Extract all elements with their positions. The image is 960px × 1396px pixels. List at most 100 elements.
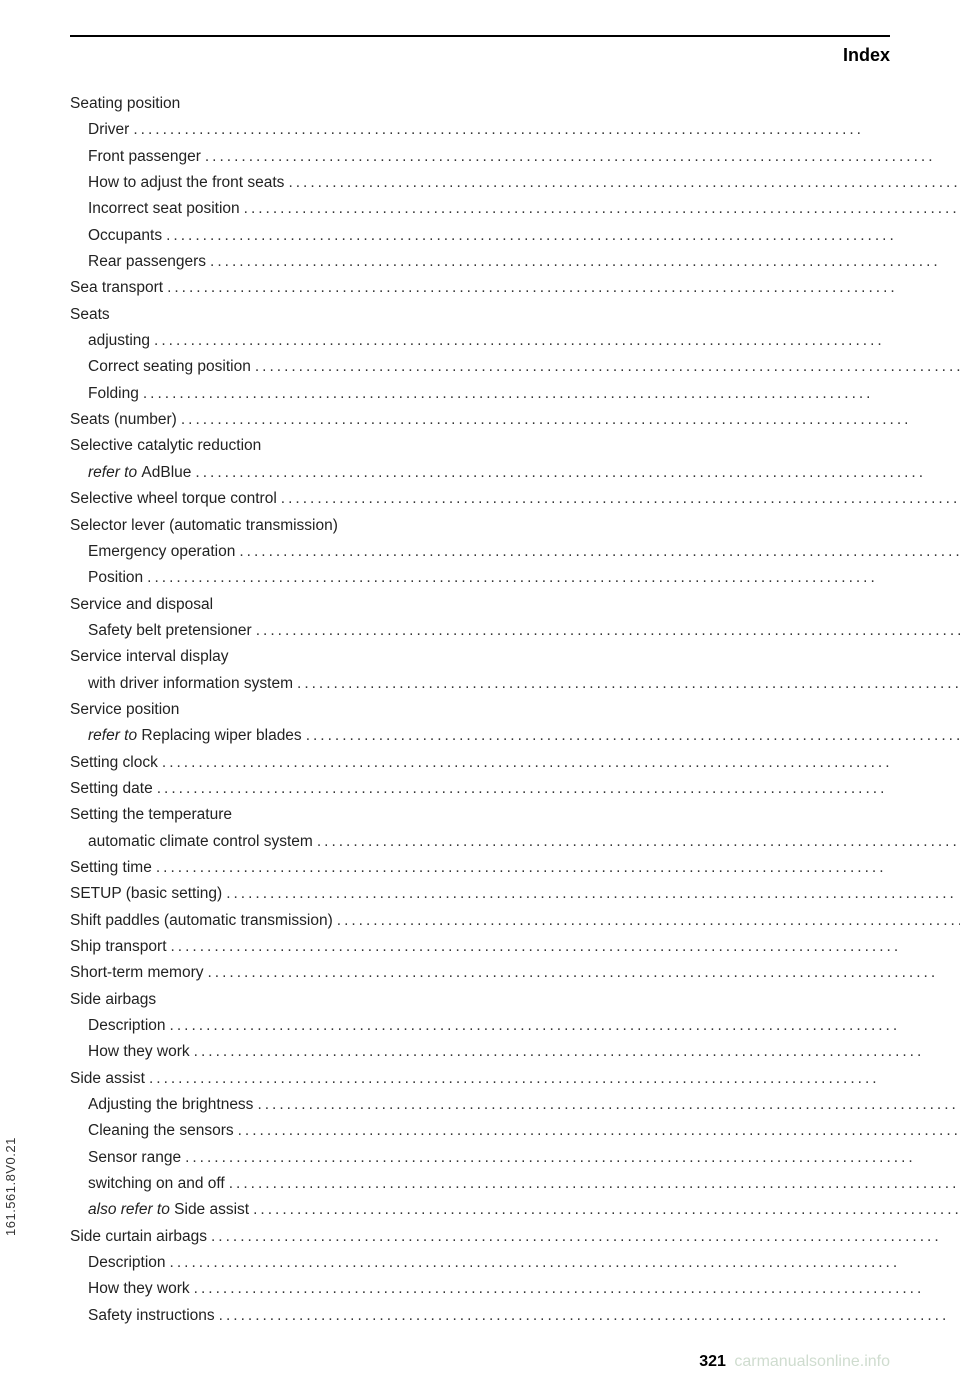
brand-watermark: carmanualsonline.info — [734, 1353, 890, 1370]
index-subentry: How they work207 — [70, 1276, 960, 1302]
index-subentry: How to adjust the front seats168 — [70, 170, 960, 196]
entry-label: Description — [88, 1013, 166, 1039]
heading-label: Side airbags — [70, 987, 156, 1013]
entry-label: How they work — [88, 1039, 190, 1065]
index-subentry: Sensor range146 — [70, 1145, 960, 1171]
index-entry: Side curtain airbags205 — [70, 1224, 960, 1250]
entry-label: Side assist — [70, 1066, 145, 1092]
heading-label: Service and disposal — [70, 592, 213, 618]
leader-dots — [191, 460, 960, 486]
index-entry: Shift paddles (automatic transmission)94 — [70, 908, 960, 934]
leader-dots — [253, 1092, 960, 1118]
entry-label: Driver — [88, 117, 129, 143]
heading-label: Seating position — [70, 91, 180, 117]
index-entry: SETUP (basic setting)10 — [70, 881, 960, 907]
leader-dots — [201, 144, 960, 170]
index-subentry: Emergency operation96 — [70, 539, 960, 565]
leader-dots — [240, 196, 960, 222]
index-subentry: with driver information system252 — [70, 671, 960, 697]
leader-dots — [215, 1303, 960, 1329]
index-heading: Side airbags — [70, 987, 960, 1013]
entry-label: Seats (number) — [70, 407, 177, 433]
index-heading: Selector lever (automatic transmission) — [70, 513, 960, 539]
leader-dots — [249, 1197, 960, 1223]
entry-label: Ship transport — [70, 934, 167, 960]
entry-label: Folding — [88, 381, 139, 407]
entry-label: Sea transport — [70, 275, 163, 301]
leader-dots — [284, 170, 960, 196]
index-subentry: refer to AdBlue234 — [70, 460, 960, 486]
leader-dots — [190, 1039, 960, 1065]
index-heading: Service interval display — [70, 644, 960, 670]
side-code: 161.561.8V0.21 — [3, 1137, 18, 1236]
index-subentry: Driver167 — [70, 117, 960, 143]
leader-dots — [225, 1171, 960, 1197]
leader-dots — [222, 881, 960, 907]
entry-label: How to adjust the front seats — [88, 170, 284, 196]
heading-label: Service position — [70, 697, 179, 723]
index-heading: Setting the temperature — [70, 802, 960, 828]
index-heading: Seats — [70, 302, 960, 328]
index-subentry: switching on and off147 — [70, 1171, 960, 1197]
index-subentry: Description205 — [70, 1250, 960, 1276]
leader-dots — [190, 1276, 960, 1302]
entry-label: Rear passengers — [88, 249, 206, 275]
leader-dots — [166, 1250, 960, 1276]
entry-label: Adjusting the brightness — [88, 1092, 253, 1118]
index-entry: Side assist145 — [70, 1066, 960, 1092]
index-entry: Short-term memory29 — [70, 960, 960, 986]
heading-label: Seats — [70, 302, 110, 328]
heading-label: Selective catalytic reduction — [70, 433, 261, 459]
leader-dots — [153, 776, 960, 802]
index-heading: Service and disposal — [70, 592, 960, 618]
index-entry: Seats (number)176 — [70, 407, 960, 433]
leader-dots — [252, 618, 960, 644]
columns: Seating positionDriver167Front passenger… — [70, 91, 890, 1329]
leader-dots — [145, 1066, 960, 1092]
entry-label: Safety belt pretensioner — [88, 618, 252, 644]
leader-dots — [277, 486, 960, 512]
index-subentry: Folding65 — [70, 381, 960, 407]
index-entry: Selective wheel torque control159 — [70, 486, 960, 512]
index-entry: Setting time10 — [70, 855, 960, 881]
index-subentry: Cleaning the sensors275 — [70, 1118, 960, 1144]
left-column: Seating positionDriver167Front passenger… — [70, 91, 960, 1329]
page: Index Seating positionDriver167Front pas… — [0, 35, 960, 1396]
leader-dots — [163, 275, 960, 301]
leader-dots — [313, 829, 960, 855]
entry-label: Setting time — [70, 855, 152, 881]
leader-dots — [129, 117, 960, 143]
leader-dots — [333, 908, 960, 934]
leader-dots — [166, 1013, 960, 1039]
index-subentry: Safety instructions207 — [70, 1303, 960, 1329]
leader-dots — [143, 565, 960, 591]
index-heading: Seating position — [70, 91, 960, 117]
leader-dots — [293, 671, 960, 697]
leader-dots — [158, 750, 960, 776]
entry-label: SETUP (basic setting) — [70, 881, 222, 907]
index-subentry: refer to Replacing wiper blades53 — [70, 723, 960, 749]
entry-label: refer to Replacing wiper blades — [88, 723, 302, 749]
index-heading: Selective catalytic reduction — [70, 433, 960, 459]
index-entry: Ship transport108 — [70, 934, 960, 960]
index-subentry: Adjusting the brightness147 — [70, 1092, 960, 1118]
leader-dots — [167, 934, 960, 960]
index-entry: Setting date10 — [70, 776, 960, 802]
entry-label: Sensor range — [88, 1145, 181, 1171]
entry-label: switching on and off — [88, 1171, 225, 1197]
leader-dots — [207, 1224, 960, 1250]
entry-label: Setting clock — [70, 750, 158, 776]
entry-label: Setting date — [70, 776, 153, 802]
entry-label: Position — [88, 565, 143, 591]
entry-label: How they work — [88, 1276, 190, 1302]
index-heading: Service position — [70, 697, 960, 723]
entry-label: Correct seating position — [88, 354, 251, 380]
leader-dots — [150, 328, 960, 354]
leader-dots — [234, 1118, 960, 1144]
index-subentry: automatic climate control system73 — [70, 829, 960, 855]
heading-label: Setting the temperature — [70, 802, 232, 828]
index-subentry: also refer to Side assist145 — [70, 1197, 960, 1223]
index-subentry: Position89 — [70, 565, 960, 591]
page-number: 321 — [699, 1353, 726, 1370]
leader-dots — [162, 223, 960, 249]
